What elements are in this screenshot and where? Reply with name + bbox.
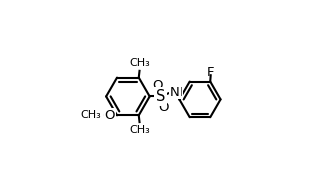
- Text: CH₃: CH₃: [129, 125, 150, 135]
- Text: CH₃: CH₃: [81, 110, 101, 120]
- Text: H: H: [173, 86, 183, 99]
- Text: O: O: [159, 100, 169, 113]
- Text: O: O: [152, 79, 162, 92]
- Text: F: F: [207, 66, 215, 79]
- Text: O: O: [104, 109, 115, 122]
- Text: CH₃: CH₃: [129, 58, 150, 68]
- Text: N: N: [170, 86, 180, 99]
- Text: S: S: [156, 89, 165, 104]
